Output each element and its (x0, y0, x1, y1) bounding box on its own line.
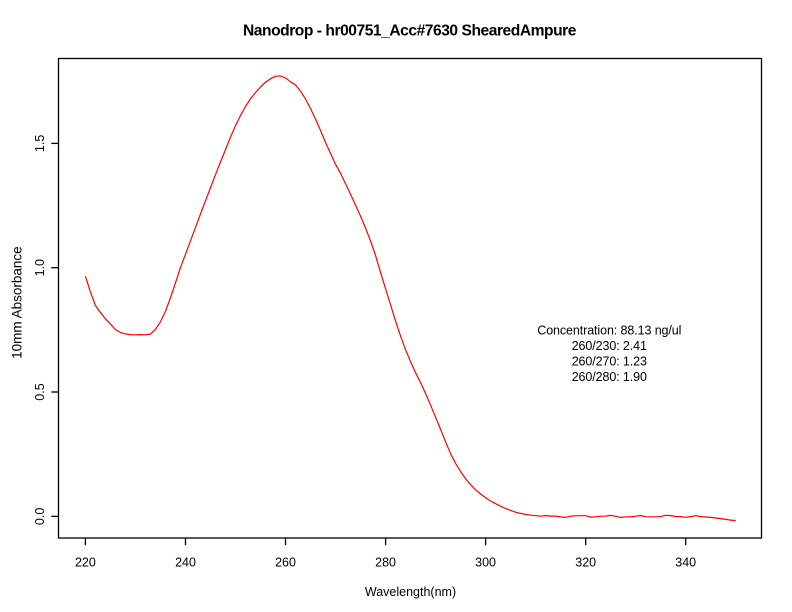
svg-text:1.5: 1.5 (33, 135, 47, 152)
svg-text:340: 340 (675, 556, 696, 570)
svg-text:260/230: 2.41: 260/230: 2.41 (572, 339, 647, 353)
svg-text:260: 260 (275, 556, 296, 570)
svg-text:1.0: 1.0 (33, 259, 47, 276)
svg-text:0.0: 0.0 (33, 508, 47, 525)
svg-text:10mm Absorbance: 10mm Absorbance (10, 246, 25, 359)
svg-text:0.5: 0.5 (33, 383, 47, 400)
svg-text:240: 240 (175, 556, 196, 570)
svg-text:Wavelength(nm): Wavelength(nm) (365, 585, 456, 599)
svg-text:320: 320 (575, 556, 596, 570)
svg-text:Nanodrop - hr00751_Acc#7630 Sh: Nanodrop - hr00751_Acc#7630 ShearedAmpur… (243, 23, 577, 40)
svg-text:260/280: 1.90: 260/280: 1.90 (572, 370, 647, 384)
svg-text:260/270: 1.23: 260/270: 1.23 (572, 354, 647, 368)
svg-text:Concentration: 88.13 ng/ul: Concentration: 88.13 ng/ul (537, 323, 681, 337)
svg-text:280: 280 (375, 556, 396, 570)
svg-text:220: 220 (75, 556, 96, 570)
svg-text:300: 300 (475, 556, 496, 570)
